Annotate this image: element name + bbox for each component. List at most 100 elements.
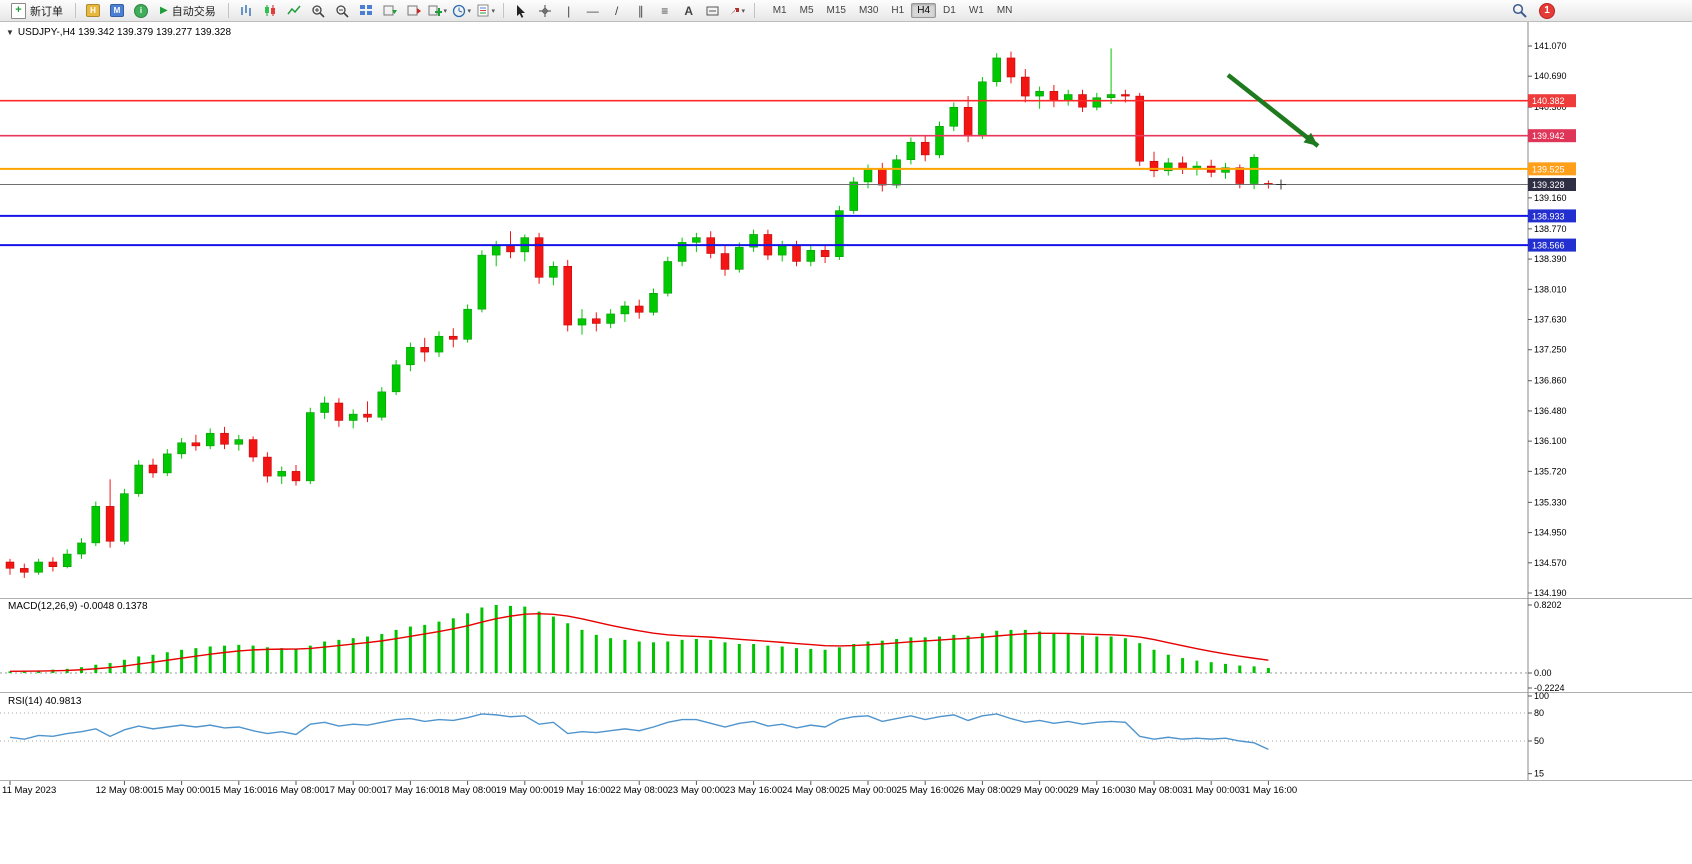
notification-badge[interactable]: 1: [1539, 2, 1555, 19]
toolbar-separator: [75, 3, 76, 18]
new-order-label: 新订单: [30, 5, 63, 18]
autotrading-button[interactable]: ▶ 自动交易: [154, 2, 222, 20]
chart-window: 141.070140.690140.300139.920139.540139.1…: [0, 22, 1692, 864]
svg-text:15 May 00:00: 15 May 00:00: [153, 785, 211, 796]
bar-chart-icon[interactable]: [235, 2, 257, 20]
svg-text:11 May 2023: 11 May 2023: [2, 785, 56, 796]
text-tool-icon[interactable]: A: [684, 3, 694, 18]
vertical-line-tool-icon[interactable]: |: [567, 3, 571, 18]
timeframe-button-D1[interactable]: D1: [943, 5, 956, 16]
tile-windows-icon[interactable]: [355, 2, 377, 20]
new-order-icon: +: [11, 2, 26, 19]
cursor-icon[interactable]: [510, 2, 532, 20]
timeframe-button-H4[interactable]: H4: [911, 3, 937, 18]
toolbar-separator: [227, 3, 229, 18]
timeframe-button-M5[interactable]: M5: [799, 5, 814, 16]
svg-text:137.250: 137.250: [1534, 345, 1567, 355]
periods-caret-icon: ▾: [467, 7, 471, 15]
svg-text:139.328: 139.328: [1532, 180, 1565, 190]
svg-text:135.720: 135.720: [1534, 466, 1567, 476]
svg-text:29 May 00:00: 29 May 00:00: [1011, 785, 1069, 796]
arrows-tool-icon[interactable]: ▾: [726, 2, 748, 20]
chart-shift-icon[interactable]: [403, 2, 425, 20]
periods-icon[interactable]: ▾: [451, 2, 473, 20]
timeframe-button-M15[interactable]: M15: [826, 5, 846, 16]
svg-text:31 May 16:00: 31 May 16:00: [1240, 785, 1298, 796]
zoom-out-icon[interactable]: [331, 2, 353, 20]
svg-text:0.00: 0.00: [1534, 668, 1552, 678]
svg-text:136.480: 136.480: [1534, 406, 1567, 416]
templates-caret-icon: ▾: [491, 7, 495, 15]
autotrading-icon: ▶: [160, 4, 168, 16]
history-center-icon[interactable]: H: [82, 2, 104, 20]
svg-text:24 May 08:00: 24 May 08:00: [782, 785, 840, 796]
horizontal-line-tool-icon[interactable]: —: [586, 3, 599, 18]
auto-scroll-icon[interactable]: [379, 2, 401, 20]
indicators-caret-icon: ▾: [443, 7, 447, 15]
search-icon[interactable]: [1508, 2, 1530, 20]
svg-text:134.570: 134.570: [1534, 558, 1567, 568]
svg-text:140.690: 140.690: [1534, 71, 1567, 81]
timeframe-button-M30[interactable]: M30: [858, 5, 879, 16]
svg-text:-0.2224: -0.2224: [1534, 683, 1565, 693]
svg-text:137.630: 137.630: [1534, 315, 1567, 325]
zoom-in-icon[interactable]: [307, 2, 329, 20]
svg-text:0.8202: 0.8202: [1534, 600, 1562, 610]
macd-histogram: [8, 605, 1270, 673]
templates-icon[interactable]: ▾: [475, 2, 497, 20]
macd-signal-line: [9, 613, 1269, 673]
svg-text:15 May 16:00: 15 May 16:00: [210, 785, 268, 796]
svg-text:100: 100: [1534, 691, 1549, 701]
text-label-tool-icon[interactable]: [702, 2, 724, 20]
svg-text:140.300: 140.300: [1534, 102, 1567, 112]
market-watch-icon[interactable]: M: [106, 2, 128, 20]
svg-text:136.860: 136.860: [1534, 376, 1567, 386]
fibonacci-tool-icon[interactable]: ≡: [661, 3, 669, 18]
candlestick-chart-icon[interactable]: [259, 2, 281, 20]
svg-text:25 May 16:00: 25 May 16:00: [896, 785, 954, 796]
svg-text:25 May 00:00: 25 May 00:00: [839, 785, 897, 796]
svg-text:17 May 16:00: 17 May 16:00: [382, 785, 440, 796]
chart-title-bar: ▼ USDJPY-,H4 139.342 139.379 139.277 139…: [6, 27, 231, 38]
svg-text:134.950: 134.950: [1534, 528, 1567, 538]
collapse-panel-icon[interactable]: ▼: [6, 28, 14, 37]
rsi-line: [9, 713, 1269, 751]
time-axis[interactable]: 11 May 2023 12 May 08:00 15 May 00:00 15 Ma…: [2, 781, 1297, 796]
svg-text:141.070: 141.070: [1534, 41, 1567, 51]
price-axis[interactable]: 141.070140.690140.300139.920139.540139.1…: [1528, 41, 1567, 598]
svg-text:138.770: 138.770: [1534, 224, 1567, 234]
timeframe-group: M1 M5 M15 M30 H1 H4 D1 W1 MN: [767, 3, 1019, 18]
rsi-axis[interactable]: 100 80 50 15: [1528, 691, 1549, 779]
help-icon[interactable]: i: [130, 2, 152, 20]
timeframe-button-H1[interactable]: H1: [891, 5, 905, 16]
svg-text:138.566: 138.566: [1532, 241, 1565, 251]
svg-text:80: 80: [1534, 708, 1544, 718]
svg-text:140.382: 140.382: [1532, 96, 1565, 106]
new-order-button[interactable]: + 新订单: [5, 2, 69, 20]
channel-tool-icon[interactable]: ∥: [637, 3, 644, 18]
svg-text:134.190: 134.190: [1534, 588, 1567, 598]
toolbar-right-cluster: 1: [1508, 2, 1555, 20]
autotrading-label: 自动交易: [171, 5, 216, 18]
macd-axis[interactable]: 0.8202 0.00 -0.2224: [1528, 600, 1565, 693]
timeframe-button-W1[interactable]: W1: [968, 5, 984, 16]
candles: [5, 48, 1273, 578]
trend-arrow[interactable]: [1226, 73, 1320, 148]
line-chart-icon[interactable]: [283, 2, 305, 20]
chart-area[interactable]: 141.070140.690140.300139.920139.540139.1…: [0, 22, 1692, 864]
price-cross-marker: [1276, 179, 1286, 190]
toolbar-separator: [753, 3, 755, 18]
svg-text:138.010: 138.010: [1534, 284, 1567, 294]
timeframe-button-M1[interactable]: M1: [772, 5, 787, 16]
crosshair-icon[interactable]: [534, 2, 556, 20]
svg-text:139.525: 139.525: [1532, 164, 1565, 174]
arrows-caret-icon: ▾: [741, 7, 745, 15]
timeframe-button-MN[interactable]: MN: [996, 5, 1013, 16]
svg-text:17 May 00:00: 17 May 00:00: [324, 785, 382, 796]
trendline-tool-icon[interactable]: /: [615, 3, 619, 18]
indicators-icon[interactable]: ▾: [427, 2, 449, 20]
svg-text:22 May 08:00: 22 May 08:00: [610, 785, 668, 796]
horizontal-level-lines[interactable]: 140.382 139.942 139.525 139.328 138.933 138.5…: [0, 94, 1576, 252]
svg-text:19 May 16:00: 19 May 16:00: [553, 785, 611, 796]
svg-text:50: 50: [1534, 736, 1544, 746]
